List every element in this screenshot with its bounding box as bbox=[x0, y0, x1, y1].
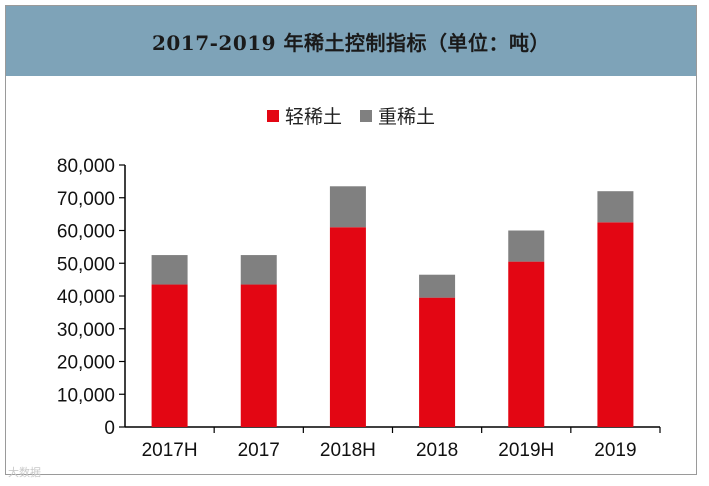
chart-header: 2017-2019 年稀土控制指标（单位：吨） bbox=[6, 6, 696, 76]
bar-light-2017H bbox=[151, 284, 188, 427]
legend-swatch-heavy bbox=[360, 109, 372, 122]
legend-item-light: 轻稀土 bbox=[266, 102, 342, 129]
x-tick-label: 2018H bbox=[320, 440, 376, 461]
bar-heavy-2019 bbox=[597, 191, 634, 223]
x-tick-label: 2019H bbox=[498, 440, 554, 461]
chart-legend: 轻稀土 重稀土 bbox=[6, 102, 696, 129]
bar-heavy-2017 bbox=[240, 255, 277, 285]
y-tick-label: 10,000 bbox=[57, 385, 115, 406]
y-tick-label: 60,000 bbox=[57, 222, 115, 243]
x-tick-label: 2017 bbox=[238, 440, 280, 461]
bar-heavy-2018 bbox=[419, 274, 456, 298]
bar-light-2019H bbox=[508, 261, 545, 427]
bar-heavy-2018H bbox=[329, 186, 366, 228]
x-tick-label: 2017H bbox=[142, 440, 198, 461]
legend-label-light: 轻稀土 bbox=[284, 106, 342, 128]
watermark: 大数据 bbox=[8, 466, 41, 479]
chart-title: 2017-2019 年稀土控制指标（单位：吨） bbox=[151, 30, 551, 55]
y-tick-label: 70,000 bbox=[57, 189, 115, 210]
legend-label-heavy: 重稀土 bbox=[378, 106, 436, 128]
legend-item-heavy: 重稀土 bbox=[360, 102, 435, 129]
y-tick-label: 80,000 bbox=[57, 156, 115, 177]
y-tick-label: 50,000 bbox=[57, 254, 115, 275]
y-tick-label: 40,000 bbox=[57, 287, 115, 308]
bar-heavy-2017H bbox=[151, 255, 188, 285]
bar-light-2017 bbox=[240, 284, 277, 427]
bar-light-2018H bbox=[329, 227, 366, 427]
x-tick-label: 2019 bbox=[594, 440, 636, 461]
x-tick-label: 2018 bbox=[416, 440, 458, 461]
y-tick-label: 0 bbox=[104, 418, 115, 439]
bar-light-2018 bbox=[419, 297, 456, 427]
bar-light-2019 bbox=[597, 222, 634, 427]
legend-swatch-light bbox=[266, 109, 279, 122]
bar-heavy-2019H bbox=[508, 230, 545, 262]
y-tick-label: 20,000 bbox=[57, 353, 115, 374]
y-tick-label: 30,000 bbox=[57, 320, 115, 341]
